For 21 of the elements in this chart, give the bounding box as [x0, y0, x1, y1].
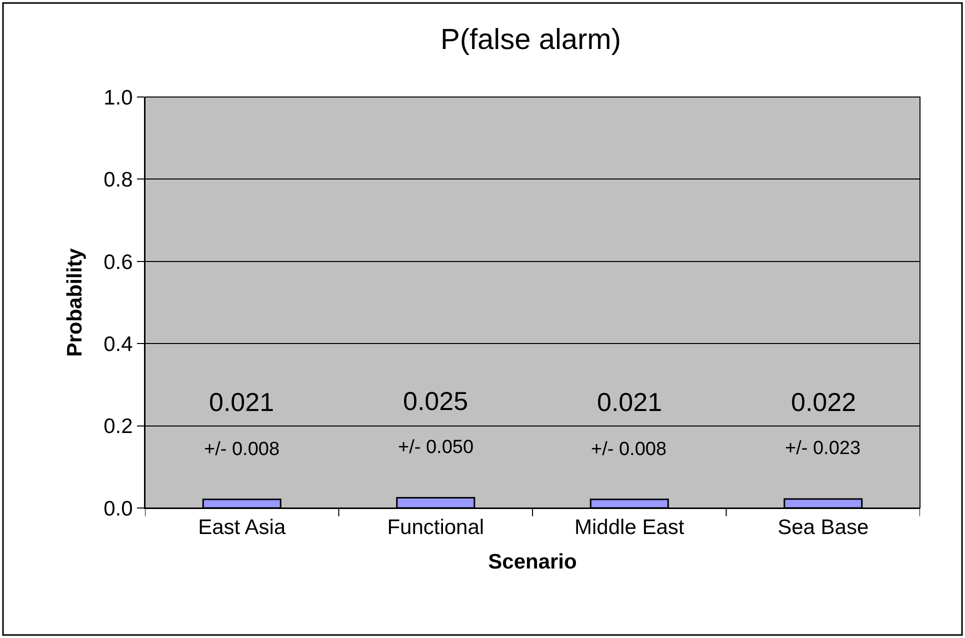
y-axis-title: Probability	[64, 248, 87, 357]
annotation: +/- 0.023	[785, 438, 861, 459]
annotation: +/- 0.008	[591, 439, 667, 460]
x-tick-label: Sea Base	[778, 516, 869, 540]
data-label: 0.021	[209, 387, 274, 417]
x-tick-label: Middle East	[574, 516, 684, 540]
y-tick-label: 0.2	[104, 415, 133, 438]
y-tick-label: 0.6	[104, 250, 133, 274]
data-label: 0.025	[403, 386, 468, 416]
annotation: +/- 0.050	[398, 437, 474, 458]
y-tick-label: 0.8	[104, 168, 133, 192]
annotation: +/- 0.008	[204, 439, 280, 460]
x-axis-title: Scenario	[488, 550, 577, 574]
data-label: 0.022	[791, 387, 856, 417]
y-tick-label: 1.0	[104, 86, 133, 110]
chart-title: P(false alarm)	[440, 24, 621, 56]
data-label: 0.021	[597, 387, 662, 417]
y-tick-label: 0.0	[104, 497, 133, 520]
y-tick-label: 0.4	[104, 332, 134, 356]
x-tick-label: Functional	[387, 516, 484, 540]
x-tick-label: East Asia	[198, 516, 286, 540]
